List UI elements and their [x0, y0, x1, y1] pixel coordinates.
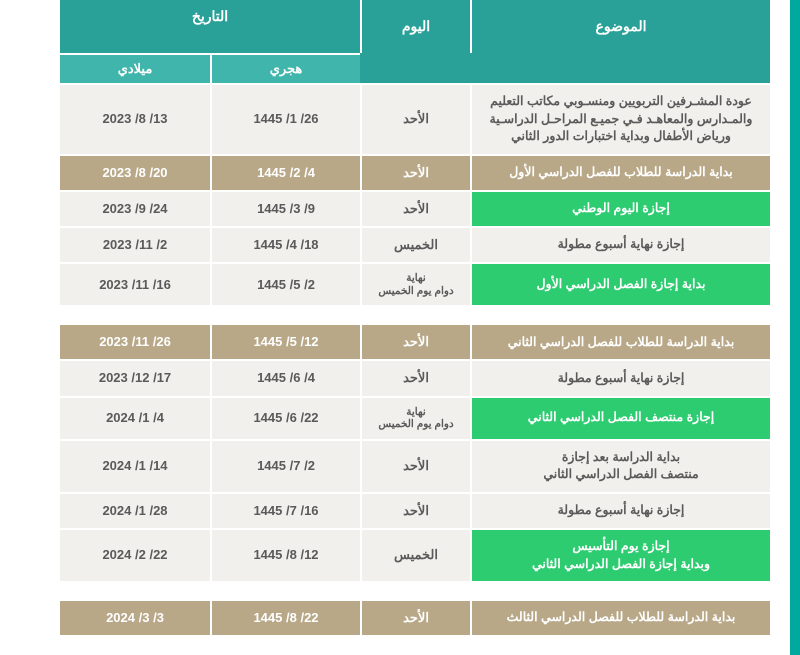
header-gregorian: ميلادي [60, 53, 210, 83]
cell-hijri: 2/ 5/ 1445 [210, 264, 360, 305]
calendar-table: الموضوع اليوم التاريخ هجري ميلادي عودة ا… [0, 0, 800, 655]
cell-hijri: 4/ 6/ 1445 [210, 361, 360, 395]
cell-gregorian: 17/ 12/ 2023 [60, 361, 210, 395]
table-row: بداية إجازة الفصل الدراسي الأولنهاية دوا… [20, 262, 770, 305]
cell-gregorian: 24/ 9/ 2023 [60, 192, 210, 226]
cell-gregorian: 13/ 8/ 2023 [60, 85, 210, 154]
cell-hijri: 18/ 4/ 1445 [210, 228, 360, 262]
cell-subject: إجازة نهاية أسبوع مطولة [470, 228, 770, 262]
cell-day: الأحد [360, 156, 470, 190]
table-row: عودة المشـرفين التربويين ومنسـوبي مكاتب … [20, 83, 770, 154]
header-subject: الموضوع [470, 0, 770, 53]
header-date: التاريخ [60, 0, 360, 53]
cell-day: نهاية دوام يوم الخميس [360, 398, 470, 439]
table-subheader: هجري ميلادي [20, 53, 770, 83]
cell-hijri: 2/ 7/ 1445 [210, 441, 360, 492]
cell-day: الخميس [360, 228, 470, 262]
cell-gregorian: 4/ 1/ 2024 [60, 398, 210, 439]
cell-gregorian: 26/ 11/ 2023 [60, 325, 210, 359]
cell-subject: إجازة نهاية أسبوع مطولة [470, 361, 770, 395]
table-row: إجازة نهاية أسبوع مطولةالأحد16/ 7/ 14452… [20, 492, 770, 528]
table-row: بداية الدراسة للطلاب للفصل الدراسي الثال… [20, 599, 770, 635]
cell-hijri: 16/ 7/ 1445 [210, 494, 360, 528]
cell-gregorian: 3/ 3/ 2024 [60, 601, 210, 635]
cell-hijri: 12/ 8/ 1445 [210, 530, 360, 581]
cell-day: الأحد [360, 494, 470, 528]
cell-hijri: 12/ 5/ 1445 [210, 325, 360, 359]
table-row: إجازة اليوم الوطنيالأحد9/ 3/ 144524/ 9/ … [20, 190, 770, 226]
table-row: بداية الدراسة للطلاب للفصل الدراسي الأول… [20, 154, 770, 190]
cell-subject: بداية الدراسة للطلاب للفصل الدراسي الثال… [470, 601, 770, 635]
cell-subject: بداية الدراسة للطلاب للفصل الدراسي الثان… [470, 325, 770, 359]
cell-subject: بداية الدراسة للطلاب للفصل الدراسي الأول [470, 156, 770, 190]
cell-subject: إجازة نهاية أسبوع مطولة [470, 494, 770, 528]
cell-gregorian: 22/ 2/ 2024 [60, 530, 210, 581]
cell-hijri: 26/ 1/ 1445 [210, 85, 360, 154]
cell-subject: إجازة اليوم الوطني [470, 192, 770, 226]
cell-day: الأحد [360, 192, 470, 226]
header-hijri: هجري [210, 53, 360, 83]
table-row: إجازة نهاية أسبوع مطولةالخميس18/ 4/ 1445… [20, 226, 770, 262]
cell-gregorian: 16/ 11/ 2023 [60, 264, 210, 305]
cell-hijri: 4/ 2/ 1445 [210, 156, 360, 190]
cell-day: الأحد [360, 361, 470, 395]
cell-day: الأحد [360, 441, 470, 492]
cell-day: الأحد [360, 325, 470, 359]
table-row: بداية الدراسة بعد إجازة منتصف الفصل الدر… [20, 439, 770, 492]
table-body: عودة المشـرفين التربويين ومنسـوبي مكاتب … [20, 83, 770, 635]
cell-day: الأحد [360, 601, 470, 635]
table-header: الموضوع اليوم التاريخ [20, 0, 770, 53]
cell-subject: بداية الدراسة بعد إجازة منتصف الفصل الدر… [470, 441, 770, 492]
table-row: بداية الدراسة للطلاب للفصل الدراسي الثان… [20, 323, 770, 359]
cell-subject: بداية إجازة الفصل الدراسي الأول [470, 264, 770, 305]
cell-hijri: 9/ 3/ 1445 [210, 192, 360, 226]
cell-hijri: 22/ 6/ 1445 [210, 398, 360, 439]
cell-subject: إجازة منتصف الفصل الدراسي الثاني [470, 398, 770, 439]
cell-day: نهاية دوام يوم الخميس [360, 264, 470, 305]
table-row: إجازة منتصف الفصل الدراسي الثانينهاية دو… [20, 396, 770, 439]
cell-day: الأحد [360, 85, 470, 154]
table-row: إجازة نهاية أسبوع مطولةالأحد4/ 6/ 144517… [20, 359, 770, 395]
cell-hijri: 22/ 8/ 1445 [210, 601, 360, 635]
cell-day: الخميس [360, 530, 470, 581]
cell-gregorian: 2/ 11/ 2023 [60, 228, 210, 262]
cell-subject: عودة المشـرفين التربويين ومنسـوبي مكاتب … [470, 85, 770, 154]
header-day: اليوم [360, 0, 470, 53]
cell-gregorian: 14/ 1/ 2024 [60, 441, 210, 492]
cell-gregorian: 28/ 1/ 2024 [60, 494, 210, 528]
cell-subject: إجازة يوم التأسيس وبداية إجازة الفصل الد… [470, 530, 770, 581]
table-row: إجازة يوم التأسيس وبداية إجازة الفصل الد… [20, 528, 770, 581]
cell-gregorian: 20/ 8/ 2023 [60, 156, 210, 190]
